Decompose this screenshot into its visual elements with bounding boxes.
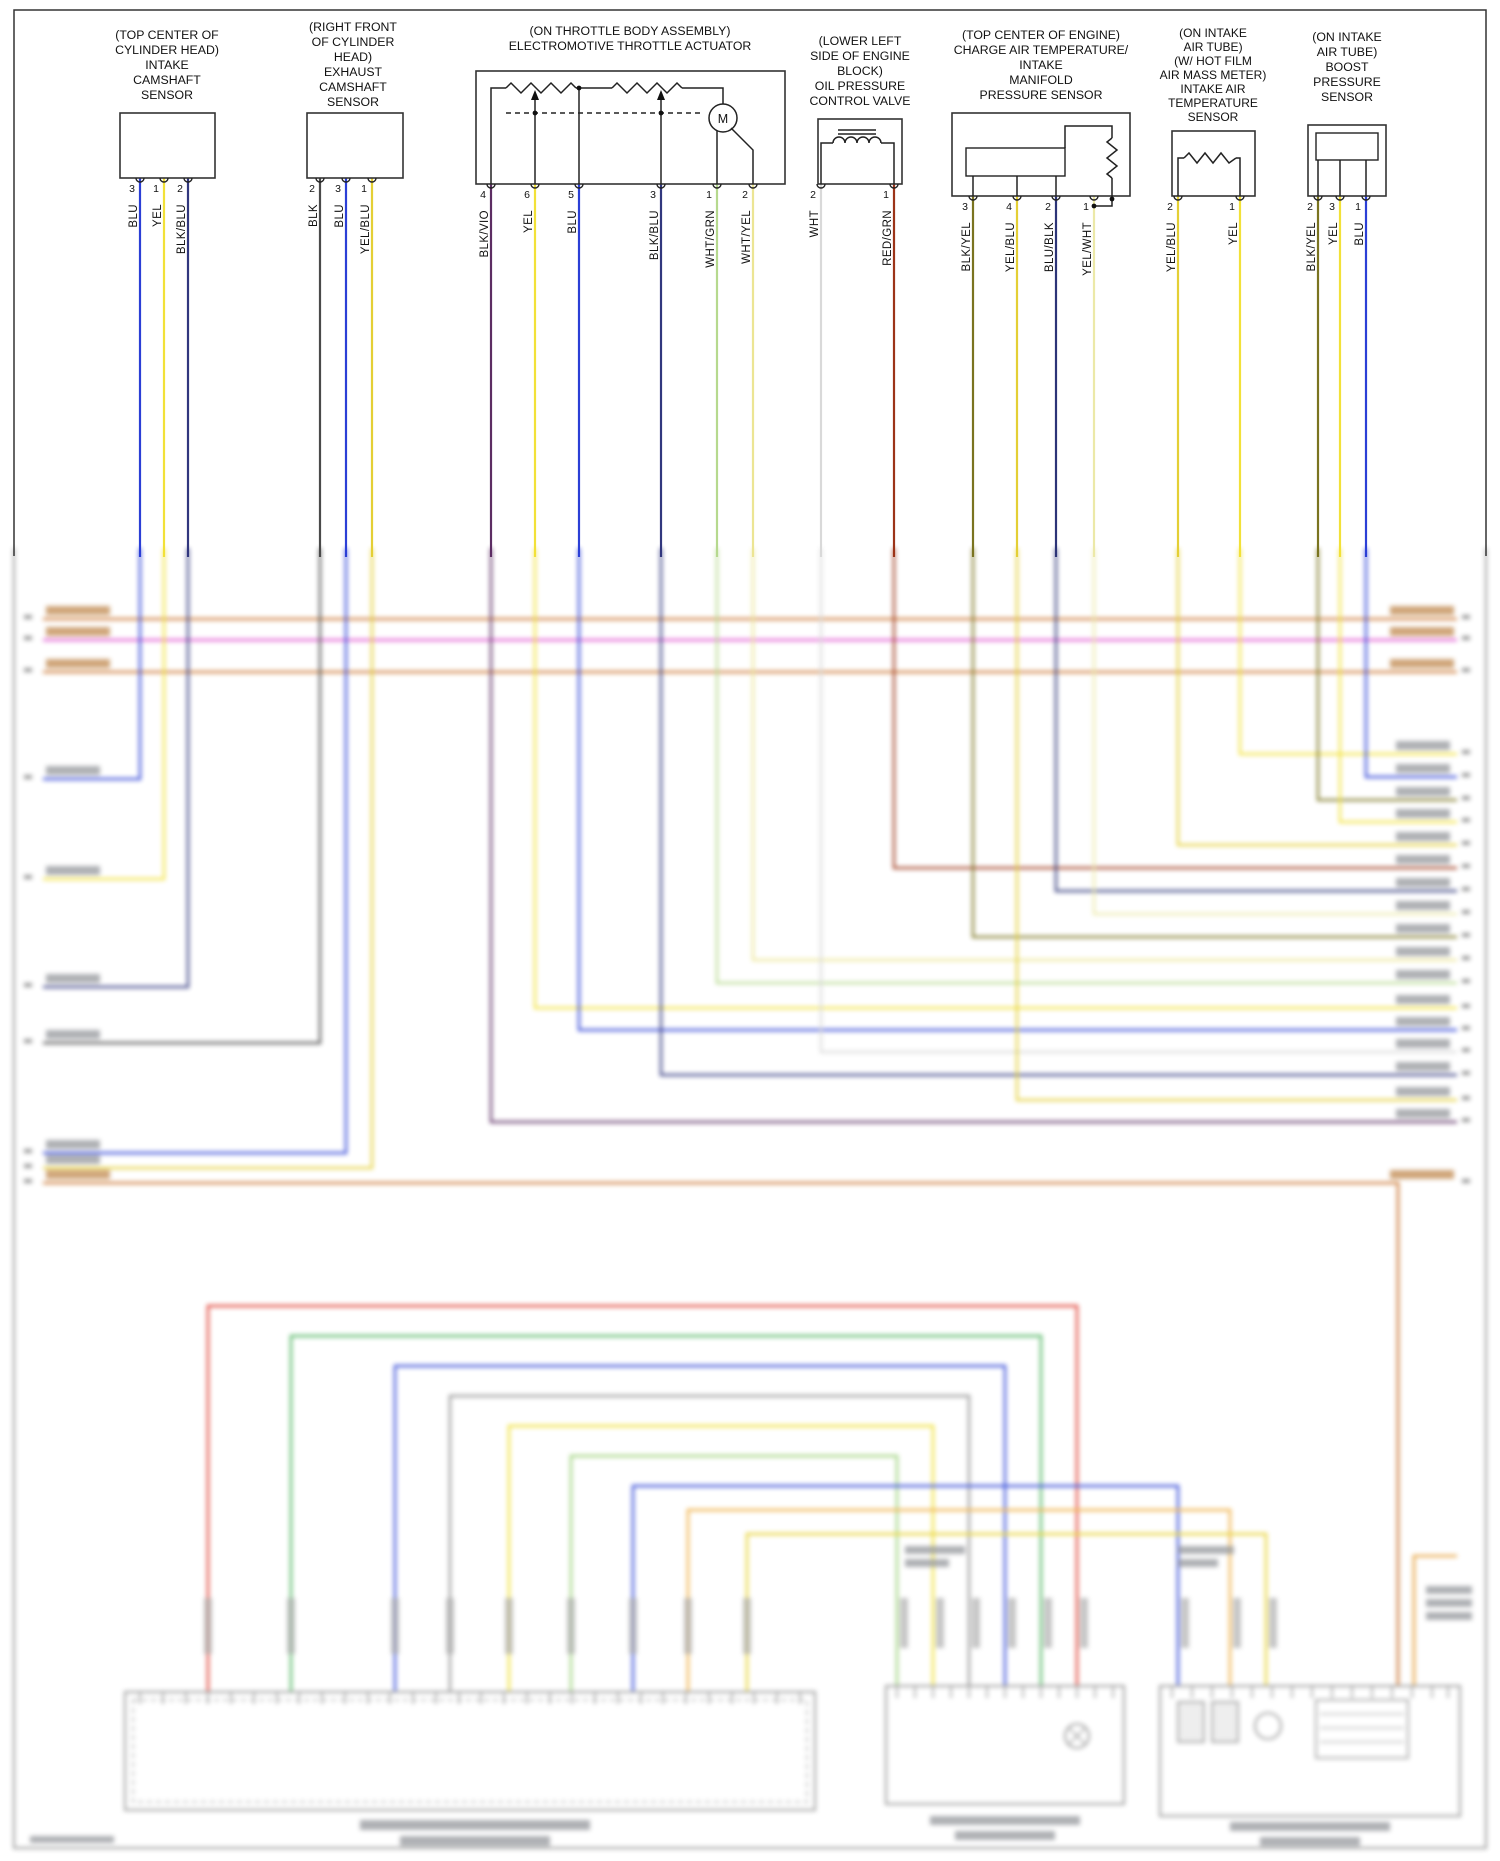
svg-text:YEL: YEL (523, 210, 535, 233)
right-edge-label-blobs (1390, 606, 1470, 1183)
svg-text:1: 1 (153, 183, 159, 195)
svg-text:3: 3 (1329, 201, 1335, 213)
throttle-actuator-box (475, 70, 786, 185)
components-svg: M (13, 9, 1487, 557)
svg-text:BLU: BLU (1354, 222, 1366, 246)
left-edge-routes (43, 548, 374, 1170)
bottom-connector-routes (206, 1304, 1268, 1692)
svg-text:4: 4 (480, 189, 486, 201)
middle-bottom-connector (885, 1685, 1125, 1840)
svg-text:YEL/BLU: YEL/BLU (360, 204, 372, 254)
boost-sensor-symbol (1315, 132, 1379, 196)
svg-text:YEL/WHT: YEL/WHT (1082, 222, 1094, 276)
svg-text:BLU/BLK: BLU/BLK (1044, 222, 1056, 272)
exhaust-camshaft-sensor-box (306, 112, 404, 179)
ecm-connector (124, 1691, 816, 1846)
connector-pin-arcs (135, 177, 1371, 201)
svg-text:YEL/BLU: YEL/BLU (1005, 222, 1017, 272)
svg-text:3: 3 (335, 183, 341, 195)
pressure-sensor-symbol (965, 125, 1119, 209)
component-title-exhaust-camshaft-sensor: (RIGHT FRONT OF CYLINDER HEAD) EXHAUST C… (309, 20, 397, 109)
intake-camshaft-sensor-box (119, 112, 216, 179)
svg-text:1: 1 (883, 189, 889, 201)
right-edge-routes (489, 548, 1457, 1124)
svg-text:2: 2 (742, 189, 748, 201)
page-frame-lower (13, 548, 1487, 1849)
svg-text:BLK/BLU: BLK/BLU (649, 210, 661, 260)
svg-text:2: 2 (810, 189, 816, 201)
oil-pressure-valve-box (817, 118, 903, 185)
svg-text:BLK/BLU: BLK/BLU (176, 204, 188, 254)
pin-numbers: 3 1 2 2 3 1 4 6 5 3 1 2 2 1 3 4 2 1 2 1 … (129, 183, 1361, 213)
motor-label: M (718, 112, 728, 126)
svg-text:YEL: YEL (152, 204, 164, 227)
svg-text:2: 2 (309, 183, 315, 195)
svg-text:RED/GRN: RED/GRN (882, 210, 894, 266)
svg-text:2: 2 (1167, 201, 1173, 213)
svg-text:BLK: BLK (308, 204, 320, 227)
svg-text:3: 3 (650, 189, 656, 201)
svg-text:1: 1 (1229, 201, 1235, 213)
svg-text:BLK/YEL: BLK/YEL (1306, 222, 1318, 272)
svg-text:3: 3 (962, 201, 968, 213)
svg-text:WHT/GRN: WHT/GRN (705, 210, 717, 268)
page-frame-upper (13, 9, 1487, 556)
svg-text:WHT: WHT (809, 210, 821, 237)
wire-color-labels: BLU YEL BLK/BLU BLK BLU YEL/BLU BLK/VIO … (128, 204, 1366, 276)
component-title-manifold-pressure-sensor: (TOP CENTER OF ENGINE) CHARGE AIR TEMPER… (953, 28, 1129, 102)
svg-text:6: 6 (524, 189, 530, 201)
component-title-intake-air-temp-sensor: (ON INTAKE AIR TUBE) (W/ HOT FILM AIR MA… (1159, 26, 1267, 124)
svg-text:3: 3 (129, 183, 135, 195)
svg-text:BLK/VIO: BLK/VIO (479, 210, 491, 258)
svg-text:4: 4 (1006, 201, 1012, 213)
svg-text:BLU: BLU (334, 204, 346, 228)
svg-text:2: 2 (1045, 201, 1051, 213)
svg-text:BLU: BLU (128, 204, 140, 228)
component-title-intake-camshaft-sensor: (TOP CENTER OF CYLINDER HEAD) INTAKE CAM… (115, 28, 219, 102)
thermistor-icon (1177, 151, 1241, 196)
component-title-oil-pressure-valve: (LOWER LEFT SIDE OF ENGINE BLOCK) OIL PR… (809, 34, 911, 108)
svg-text:YEL: YEL (1228, 222, 1240, 245)
svg-text:YEL/BLU: YEL/BLU (1166, 222, 1178, 272)
bus-lines (43, 617, 1457, 1686)
solenoid-icon (820, 129, 895, 184)
bottom-wire-label-blobs (204, 1546, 1472, 1654)
svg-text:BLU: BLU (567, 210, 579, 234)
svg-text:1: 1 (706, 189, 712, 201)
svg-text:1: 1 (1355, 201, 1361, 213)
svg-text:2: 2 (177, 183, 183, 195)
svg-text:1: 1 (1083, 201, 1089, 213)
right-bottom-connector (1159, 1685, 1461, 1846)
component-title-boost-pressure-sensor: (ON INTAKE AIR TUBE) BOOST PRESSURE SENS… (1312, 30, 1382, 104)
component-title-throttle-actuator: (ON THROTTLE BODY ASSEMBLY) ELECTROMOTIV… (508, 24, 752, 53)
left-edge-label-blobs (24, 606, 110, 1183)
svg-text:WHT/YEL: WHT/YEL (741, 210, 753, 264)
throttle-actuator-symbol: M (490, 81, 754, 184)
svg-text:1: 1 (361, 183, 367, 195)
svg-text:2: 2 (1307, 201, 1313, 213)
svg-text:5: 5 (568, 189, 574, 201)
svg-text:BLK/YEL: BLK/YEL (961, 222, 973, 272)
watermark (30, 1836, 114, 1843)
motor-icon (708, 103, 738, 133)
component-wires (138, 178, 1368, 557)
svg-text:YEL: YEL (1328, 222, 1340, 245)
